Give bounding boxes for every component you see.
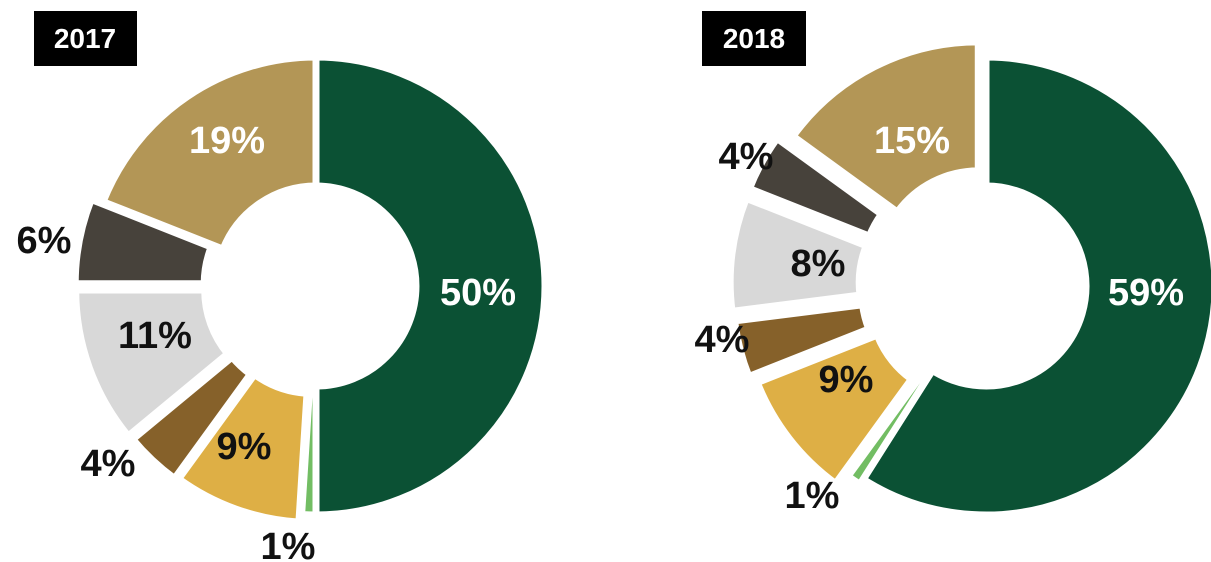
slice-label-2018-4: 8%: [791, 243, 846, 285]
slices-2017: [71, 53, 549, 526]
slice-label-2018-3: 4%: [695, 319, 750, 361]
slice-label-2018-5: 4%: [719, 136, 774, 178]
donut-slice-2017-5: [71, 194, 216, 288]
donut-slice-2017-4: [72, 286, 233, 441]
donut-slice-2018-1: [843, 366, 934, 490]
slice-label-2018-6: 15%: [874, 120, 950, 162]
slice-label-2017-4: 11%: [118, 315, 192, 357]
donut-slice-2017-3: [127, 352, 256, 484]
slice-label-2017-2: 9%: [217, 426, 272, 468]
donut-slice-2018-3: [730, 300, 874, 382]
year-badge-2018-box: [702, 11, 806, 66]
year-badge-2017-box: [34, 11, 137, 66]
year-badge-2018: 2018: [723, 23, 785, 54]
slice-label-2018-0: 59%: [1108, 272, 1184, 314]
slice-label-2017-6: 19%: [189, 120, 265, 162]
slice-label-2018-1: 1%: [785, 475, 840, 517]
slice-label-2017-1: 1%: [261, 526, 316, 562]
donut-slice-2018-5: [744, 133, 887, 241]
year-badge-2017: 2017: [54, 23, 116, 54]
donut-slice-2017-6: [98, 53, 320, 254]
donut-slice-2017-2: [173, 369, 311, 526]
donut-slice-2018-2: [752, 330, 917, 489]
donut-2018: 2018 59% 1% 9% 4% 8% 4% 15%: [695, 11, 1211, 519]
labels-2017: 50% 1% 9% 4% 11% 6% 19%: [17, 120, 516, 562]
donut-slice-2018-0: [858, 53, 1211, 519]
donut-slice-2018-6: [788, 38, 982, 217]
donut-slice-2018-4: [726, 193, 871, 316]
slice-label-2017-0: 50%: [440, 272, 516, 314]
slices-2018: [726, 38, 1211, 519]
slice-label-2018-2: 9%: [819, 359, 874, 401]
labels-2018: 59% 1% 9% 4% 8% 4% 15%: [695, 120, 1184, 517]
donut-2017: 2017 50% 1% 9% 4% 11% 6% 19%: [17, 11, 549, 562]
slice-label-2017-5: 6%: [17, 220, 72, 262]
donut-slice-2017-1: [297, 382, 320, 519]
slice-label-2017-3: 4%: [81, 443, 136, 485]
donut-slice-2017-0: [312, 53, 549, 519]
